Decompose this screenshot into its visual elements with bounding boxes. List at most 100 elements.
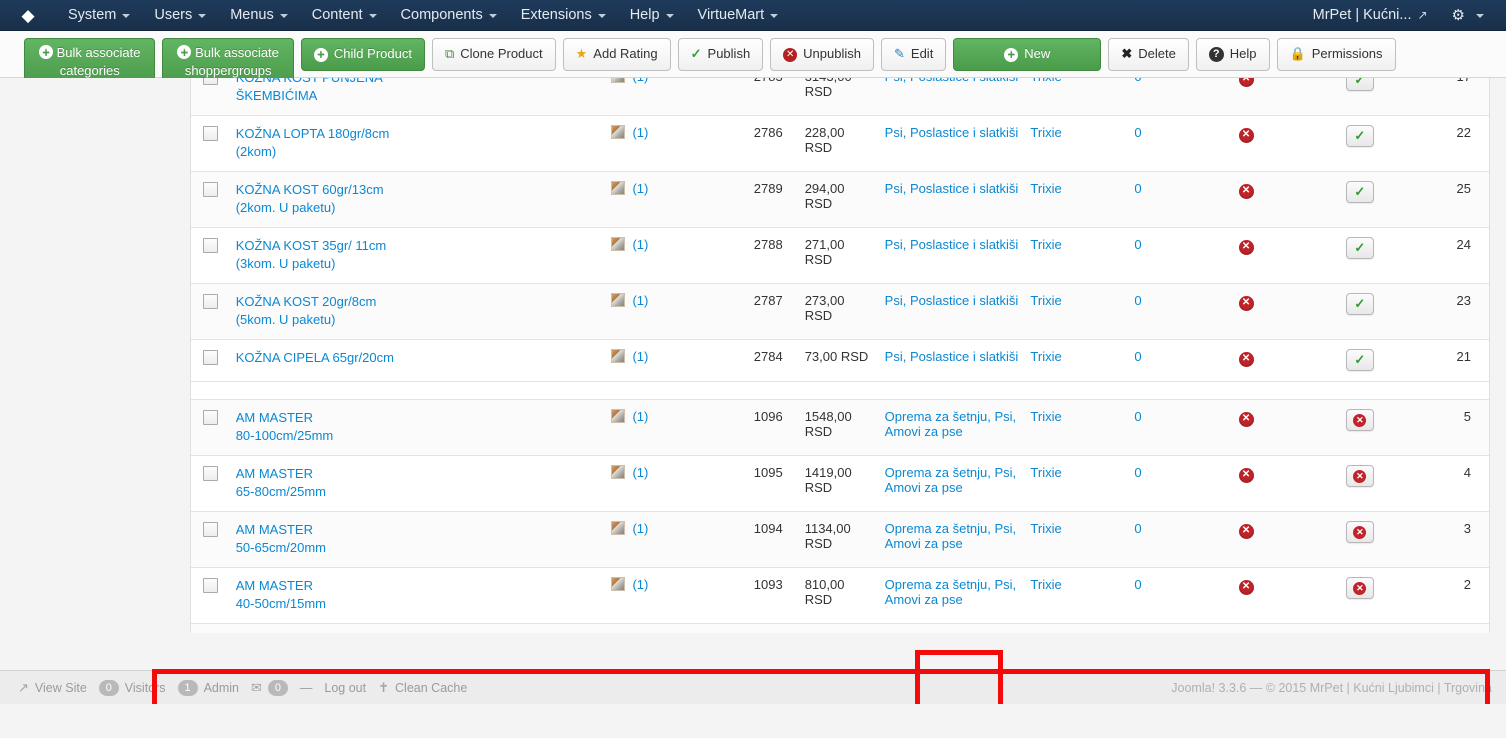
product-manufacturer-link[interactable]: Trixie: [1030, 465, 1062, 480]
table-row[interactable]: KOŽNA KOST PUNJENAŠKEMBIĆIMA (1) 27833143,…: [191, 78, 1489, 116]
status-toggle-unpublished[interactable]: ✕: [1345, 465, 1374, 487]
product-name-link[interactable]: KOŽNA LOPTA 180gr/8cm: [235, 126, 390, 141]
delete-button[interactable]: ✖ Delete: [1108, 38, 1189, 71]
unpublished-icon[interactable]: ✕: [1238, 411, 1254, 427]
settings-menu[interactable]: ⚙: [1442, 1, 1494, 29]
product-ratings-count[interactable]: 0: [1134, 293, 1142, 308]
menu-virtuemart[interactable]: VirtueMart: [688, 2, 789, 28]
edit-button[interactable]: ✎ Edit: [881, 38, 947, 71]
status-toggle-published[interactable]: ✓: [1345, 181, 1374, 203]
product-images-count[interactable]: (1): [632, 521, 649, 536]
row-checkbox[interactable]: [203, 578, 218, 593]
site-name-link[interactable]: MrPet | Kućni... ↗: [1305, 2, 1436, 28]
product-name-link[interactable]: AM MASTER: [235, 410, 313, 425]
product-ratings-count[interactable]: 0: [1134, 577, 1142, 592]
table-row[interactable]: AM MASTER 65-80cm/25mm (1) 1095 1419,00 RSD O…: [191, 455, 1489, 512]
product-category-link[interactable]: Psi, Poslastice i slatkiši: [884, 125, 1019, 140]
product-ratings-count[interactable]: 0: [1134, 409, 1142, 424]
status-toggle-published[interactable]: ✓: [1345, 125, 1374, 147]
product-images-count[interactable]: (1): [632, 181, 649, 196]
product-ratings-count[interactable]: 0: [1134, 181, 1142, 196]
menu-menus[interactable]: Menus: [220, 2, 298, 28]
product-images-count[interactable]: (1): [632, 577, 649, 592]
product-name-link[interactable]: KOŽNA CIPELA 65gr/20cm: [235, 350, 394, 365]
product-manufacturer-link[interactable]: Trixie: [1030, 521, 1062, 536]
product-manufacturer-link[interactable]: Trixie: [1030, 409, 1062, 424]
table-row[interactable]: AM MASTER 40-50cm/15mm (1) 1093 810,00 RSD Op…: [191, 567, 1489, 624]
table-row[interactable]: KOŽNA KOST 20gr/8cm (5kom. U paketu) (1) 27…: [191, 283, 1489, 340]
logout-link[interactable]: Log out: [324, 681, 366, 695]
product-category-link[interactable]: Psi, Poslastice i slatkiši: [884, 293, 1019, 308]
product-ratings-count[interactable]: 0: [1134, 465, 1142, 480]
status-toggle-published[interactable]: ✓: [1345, 237, 1374, 259]
table-row[interactable]: KOŽNA KOST 35gr/ 11cm (3kom. U paketu) (1)…: [191, 227, 1489, 284]
product-manufacturer-link[interactable]: Trixie: [1030, 125, 1062, 140]
product-variant-link[interactable]: ŠKEMBIĆIMA: [235, 88, 318, 103]
product-variant-link[interactable]: 40-50cm/15mm: [235, 596, 327, 611]
menu-system[interactable]: System: [58, 2, 140, 28]
view-site-link[interactable]: ↗ View Site: [18, 680, 87, 696]
product-category-link[interactable]: Psi, Poslastice i slatkiši: [884, 181, 1019, 196]
product-ratings-count[interactable]: 0: [1134, 521, 1142, 536]
status-toggle-unpublished[interactable]: ✕: [1345, 409, 1374, 431]
unpublished-icon[interactable]: ✕: [1238, 523, 1254, 539]
product-variant-link[interactable]: 80-100cm/25mm: [235, 428, 334, 443]
add-rating-button[interactable]: ★ Add Rating: [562, 38, 671, 71]
row-checkbox[interactable]: [203, 78, 218, 85]
unpublished-icon[interactable]: ✕: [1238, 351, 1254, 367]
row-checkbox[interactable]: [203, 410, 218, 425]
product-images-count[interactable]: (1): [632, 125, 649, 140]
menu-content[interactable]: Content: [302, 2, 387, 28]
product-category-link[interactable]: Oprema za šetnju, Psi, Amovi za pse: [884, 465, 1017, 495]
unpublished-icon[interactable]: ✕: [1238, 239, 1254, 255]
product-name-link[interactable]: AM MASTER: [235, 522, 313, 537]
product-variant-link[interactable]: (3kom. U paketu): [235, 256, 336, 271]
row-checkbox[interactable]: [203, 522, 218, 537]
product-manufacturer-link[interactable]: Trixie: [1030, 181, 1062, 196]
table-row[interactable]: KOŽNA CIPELA 65gr/20cm (1) 2784 73,00 RSD Ps…: [191, 339, 1489, 382]
product-variant-link[interactable]: (2kom): [235, 144, 277, 159]
child-product-button[interactable]: + Child Product: [300, 38, 425, 71]
product-name-link[interactable]: AM MASTER: [235, 466, 313, 481]
product-category-link[interactable]: Psi, Poslastice i slatkiši: [885, 78, 1019, 84]
product-variant-link[interactable]: 65-80cm/25mm: [235, 484, 327, 499]
clone-product-button[interactable]: ⧉ Clone Product: [431, 38, 556, 71]
unpublished-icon[interactable]: ✕: [1238, 467, 1254, 483]
unpublished-icon[interactable]: ✕: [1238, 295, 1254, 311]
help-button[interactable]: ? Help: [1195, 38, 1270, 71]
product-images-count[interactable]: (1): [632, 409, 649, 424]
product-images-count[interactable]: (1): [632, 349, 649, 364]
menu-components[interactable]: Components: [391, 2, 507, 28]
menu-help[interactable]: Help: [620, 2, 684, 28]
row-checkbox[interactable]: [203, 126, 218, 141]
status-toggle-published[interactable]: ✓: [1345, 349, 1374, 371]
status-toggle-unpublished[interactable]: ✕: [1345, 577, 1374, 599]
status-toggle-unpublished[interactable]: ✕: [1345, 521, 1374, 543]
unpublished-icon[interactable]: ✕: [1238, 579, 1254, 595]
new-button[interactable]: + New: [953, 38, 1102, 71]
product-manufacturer-link[interactable]: Trixie: [1030, 78, 1061, 84]
product-name-link[interactable]: KOŽNA KOST 60gr/13cm: [235, 182, 384, 197]
product-images-count[interactable]: (1): [632, 465, 649, 480]
product-category-link[interactable]: Oprema za šetnju, Psi, Amovi za pse: [884, 521, 1017, 551]
product-ratings-count[interactable]: 0: [1134, 125, 1142, 140]
product-name-link[interactable]: KOŽNA KOST 20gr/8cm: [235, 294, 377, 309]
row-checkbox[interactable]: [203, 294, 218, 309]
product-variant-link[interactable]: (2kom. U paketu): [235, 200, 336, 215]
permissions-button[interactable]: 🔒 Permissions: [1276, 38, 1396, 71]
product-ratings-count[interactable]: 0: [1134, 78, 1141, 84]
unpublish-button[interactable]: ✕ Unpublish: [770, 38, 874, 71]
clean-cache-link[interactable]: ✝ Clean Cache: [378, 680, 467, 696]
product-category-link[interactable]: Psi, Poslastice i slatkiši: [884, 237, 1019, 252]
status-toggle-published[interactable]: ✓: [1345, 293, 1374, 315]
menu-extensions[interactable]: Extensions: [511, 2, 616, 28]
product-images-count[interactable]: (1): [632, 237, 649, 252]
product-name-link[interactable]: AM MASTER: [235, 578, 313, 593]
menu-users[interactable]: Users: [144, 2, 216, 28]
joomla-logo-icon[interactable]: ◆: [21, 5, 35, 25]
table-row[interactable]: AM MASTER 50-65cm/20mm (1) 1094 1134,00 RSD O…: [191, 511, 1489, 568]
product-manufacturer-link[interactable]: Trixie: [1030, 293, 1062, 308]
row-checkbox[interactable]: [203, 182, 218, 197]
product-ratings-count[interactable]: 0: [1134, 237, 1142, 252]
unpublished-icon[interactable]: ✕: [1238, 183, 1254, 199]
